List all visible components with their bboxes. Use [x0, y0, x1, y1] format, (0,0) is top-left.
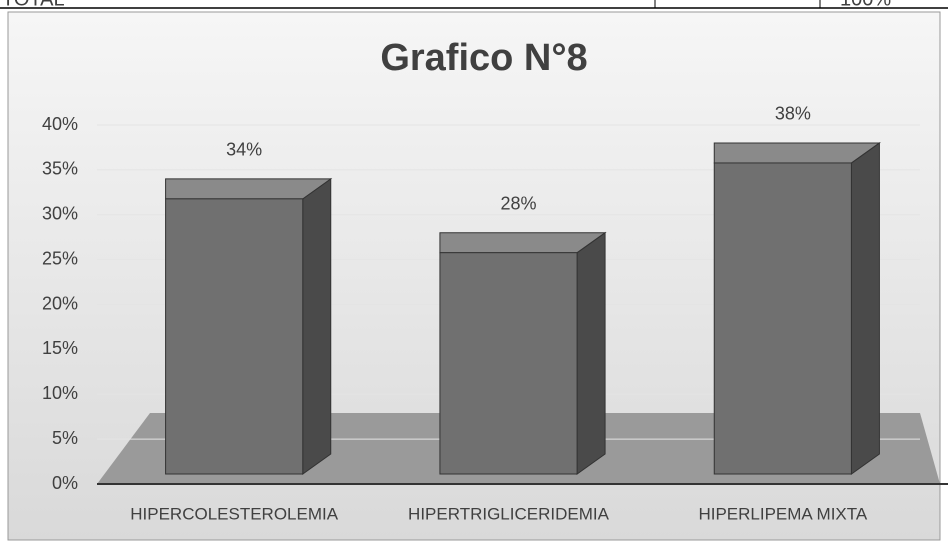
- bar-front: [713, 162, 852, 475]
- x-tick-label: HIPERLIPEMA MIXTA: [698, 504, 867, 523]
- bar-side: [576, 231, 606, 475]
- bar-front: [439, 252, 578, 475]
- top-table-row: TOTAL 100%: [0, 0, 948, 10]
- bar-side: [302, 177, 332, 475]
- bar-top: [439, 232, 607, 254]
- bar-side: [850, 141, 880, 475]
- y-tick-label: 35%: [42, 159, 78, 179]
- y-tick-label: 25%: [42, 248, 78, 268]
- y-tick-label: 10%: [42, 383, 78, 403]
- y-tick-label: 20%: [42, 293, 78, 313]
- data-label: 38%: [775, 104, 811, 124]
- chart-title: Grafico N°8: [380, 37, 587, 79]
- x-tick-label: HIPERCOLESTEROLEMIA: [130, 504, 338, 523]
- table-cell: TOTAL: [2, 0, 65, 10]
- bar-front: [165, 198, 304, 475]
- data-label: 28%: [500, 193, 536, 213]
- x-tick-label: HIPERTRIGLICERIDEMIA: [408, 504, 610, 523]
- bar-top: [165, 178, 333, 200]
- bar-top: [713, 142, 881, 164]
- y-tick-label: 30%: [42, 204, 78, 224]
- bar: [165, 177, 333, 475]
- table-cell: 100%: [840, 0, 891, 10]
- data-label: 34%: [226, 140, 262, 160]
- y-tick-label: 15%: [42, 338, 78, 358]
- bar: [713, 141, 881, 475]
- y-tick-label: 40%: [42, 114, 78, 134]
- bar: [439, 231, 607, 475]
- y-tick-label: 0%: [52, 473, 78, 493]
- y-tick-label: 5%: [52, 428, 78, 448]
